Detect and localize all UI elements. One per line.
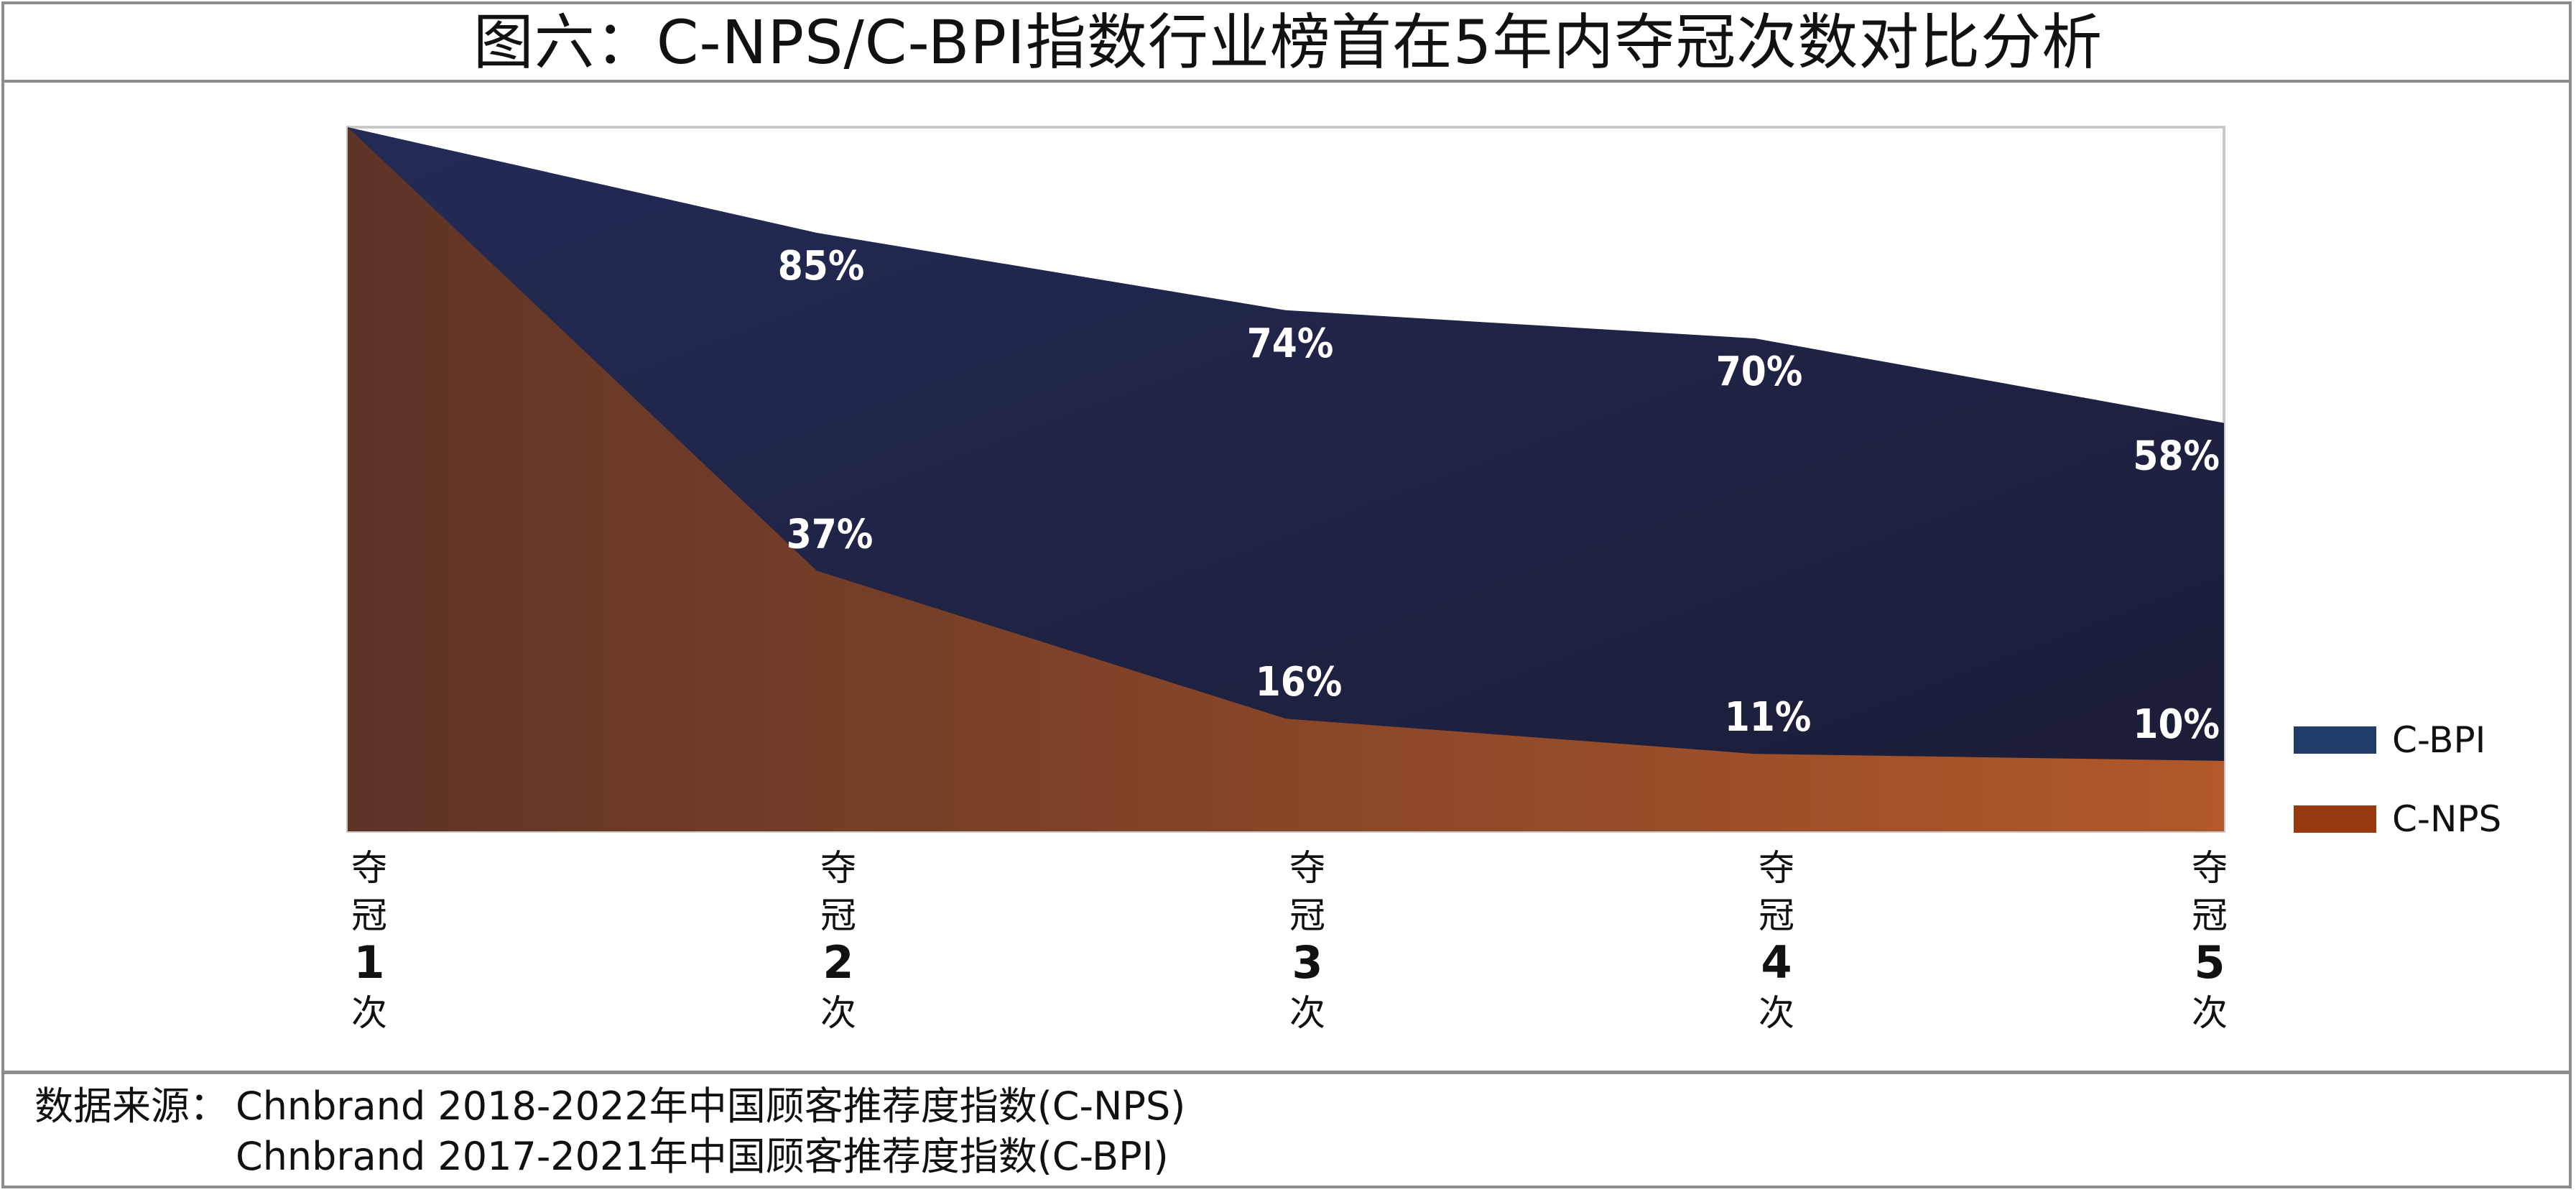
data-source: 数据来源： Chnbrand 2018-2022年中国顾客推荐度指数(C-NPS…: [34, 1081, 1185, 1182]
svg-text:次: 次: [820, 992, 856, 1034]
data-label-c-bpi-2: 85%: [778, 243, 865, 290]
svg-text:冠: 冠: [351, 895, 387, 936]
svg-text:冠: 冠: [1759, 895, 1794, 936]
legend-swatch-c-bpi: [2294, 726, 2376, 754]
svg-text:次: 次: [351, 992, 387, 1034]
data-label-c-nps-2: 37%: [787, 511, 874, 558]
data-label-c-nps-3: 16%: [1256, 659, 1343, 706]
legend-item-c-bpi: C-BPI: [2294, 701, 2501, 780]
svg-text:2: 2: [823, 936, 853, 989]
svg-text:夺: 夺: [1759, 847, 1794, 889]
svg-text:1: 1: [353, 936, 384, 989]
data-label-c-bpi-5: 58%: [2133, 433, 2220, 480]
legend: C-BPI C-NPS: [2294, 701, 2501, 859]
svg-text:夺: 夺: [1289, 847, 1325, 889]
svg-text:冠: 冠: [1289, 895, 1325, 936]
svg-text:冠: 冠: [2192, 895, 2228, 936]
title-bar: 图六：C-NPS/C-BPI指数行业榜首在5年内夺冠次数对比分析: [4, 4, 2572, 83]
data-label-c-bpi-3: 74%: [1247, 320, 1334, 367]
legend-swatch-c-nps: [2294, 805, 2376, 833]
svg-text:夺: 夺: [2192, 847, 2228, 889]
svg-text:冠: 冠: [820, 895, 856, 936]
area-chart: 85%74%70%58%37%16%11% 10%100% 夺冠1次夺冠2次夺冠3…: [346, 126, 2228, 1034]
source-label: 数据来源：: [34, 1084, 228, 1129]
data-label-c-nps-5: 10%: [2133, 701, 2220, 748]
source-line-1: Chnbrand 2018-2022年中国顾客推荐度指数(C-NPS): [236, 1084, 1186, 1129]
legend-label-c-nps: C-NPS: [2392, 798, 2502, 840]
svg-text:次: 次: [2192, 992, 2228, 1034]
data-label-c-nps-4: 11%: [1725, 694, 1812, 741]
chart-title: 图六：C-NPS/C-BPI指数行业榜首在5年内夺冠次数对比分析: [473, 6, 2103, 78]
source-line-2: Chnbrand 2017-2021年中国顾客推荐度指数(C-BPI): [236, 1134, 1169, 1179]
svg-text:夺: 夺: [351, 847, 387, 889]
area-c-nps: [348, 127, 2224, 831]
svg-text:5: 5: [2194, 936, 2225, 989]
data-label-c-bpi-4: 70%: [1716, 348, 1803, 395]
svg-text:3: 3: [1292, 936, 1322, 989]
svg-text:夺: 夺: [820, 847, 856, 889]
legend-label-c-bpi: C-BPI: [2392, 719, 2486, 761]
svg-text:4: 4: [1761, 936, 1792, 989]
svg-text:次: 次: [1289, 992, 1325, 1034]
footer-divider: [4, 1071, 2572, 1074]
svg-text:次: 次: [1759, 992, 1794, 1034]
legend-item-c-nps: C-NPS: [2294, 780, 2501, 859]
data-label-c-bpi-1: 100%: [2098, 141, 2210, 188]
